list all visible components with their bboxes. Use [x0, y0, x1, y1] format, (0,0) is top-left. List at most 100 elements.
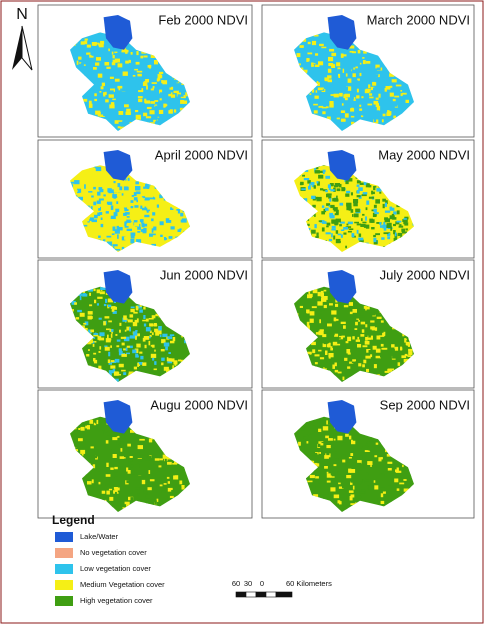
patch [148, 438, 154, 443]
patch [136, 471, 142, 475]
patch [123, 448, 129, 451]
patch [71, 184, 74, 188]
patch [80, 191, 85, 196]
map-panel: Augu 2000 NDVI [37, 389, 253, 519]
patch [359, 104, 362, 107]
patch [143, 306, 146, 310]
patch [103, 204, 108, 208]
patch [352, 463, 355, 468]
patch [177, 209, 181, 214]
patch [136, 306, 139, 311]
patch [100, 416, 103, 419]
legend-label: No vegetation cover [80, 548, 147, 557]
patch [311, 298, 316, 303]
north-label: N [16, 6, 28, 23]
patch [150, 353, 157, 358]
patch [121, 353, 127, 357]
patch [326, 101, 330, 105]
patch [110, 88, 115, 92]
patch [315, 476, 319, 479]
patch [78, 438, 83, 442]
patch [114, 466, 118, 470]
patch [135, 191, 141, 195]
patch [126, 108, 131, 112]
patch [112, 447, 116, 450]
patch [320, 292, 326, 297]
patch [102, 224, 106, 228]
patch [333, 489, 336, 494]
patch [94, 98, 97, 102]
patch [352, 214, 354, 217]
patch [318, 345, 323, 350]
patch [116, 345, 120, 348]
patch [357, 482, 362, 485]
patch [389, 368, 394, 371]
patch [128, 222, 134, 227]
patch [100, 217, 103, 220]
patch [130, 470, 135, 475]
patch [134, 453, 138, 456]
patch [96, 200, 101, 204]
patch [101, 82, 105, 87]
patch [124, 57, 129, 61]
patch [329, 294, 333, 299]
patch [145, 183, 149, 188]
patch [118, 459, 120, 464]
patch [341, 473, 343, 477]
patch [126, 467, 129, 472]
patch [330, 487, 336, 492]
patch [122, 120, 126, 125]
patch [115, 334, 118, 336]
patch [134, 487, 140, 490]
patch [339, 477, 341, 482]
vegetation-region [70, 32, 190, 131]
patch [353, 97, 356, 100]
patch [116, 55, 120, 58]
patch [376, 316, 382, 319]
patch [125, 50, 129, 53]
patch [314, 167, 317, 173]
patch [343, 105, 346, 110]
patch [355, 361, 361, 365]
patch [151, 218, 154, 222]
patch [117, 85, 123, 89]
patch [113, 371, 119, 376]
patch [155, 105, 157, 110]
patch [361, 354, 366, 358]
patch [85, 70, 89, 72]
patch [126, 219, 131, 223]
patch [137, 73, 142, 77]
patch [133, 197, 138, 201]
patch [315, 90, 318, 93]
patch [359, 491, 365, 494]
patch [142, 237, 148, 240]
patch [98, 204, 100, 209]
patch [321, 442, 326, 445]
patch [167, 336, 173, 340]
patch [149, 187, 155, 190]
patch [346, 206, 352, 211]
patch [328, 56, 334, 62]
patch [404, 216, 409, 220]
patch [121, 435, 125, 439]
patch [352, 464, 358, 469]
patch [326, 225, 329, 228]
patch [116, 439, 119, 441]
patch [306, 434, 308, 438]
patch [350, 481, 353, 485]
patch [387, 493, 393, 496]
patch [315, 236, 319, 238]
patch [127, 319, 133, 323]
patch [328, 63, 334, 66]
patch [348, 490, 354, 493]
patch [328, 438, 333, 441]
patch [97, 191, 101, 196]
patch [147, 456, 152, 459]
patch [312, 349, 316, 354]
patch [112, 310, 117, 314]
patch [302, 38, 307, 42]
patch [119, 329, 121, 333]
patch [104, 316, 110, 319]
patch [139, 197, 144, 201]
patch [389, 222, 392, 227]
